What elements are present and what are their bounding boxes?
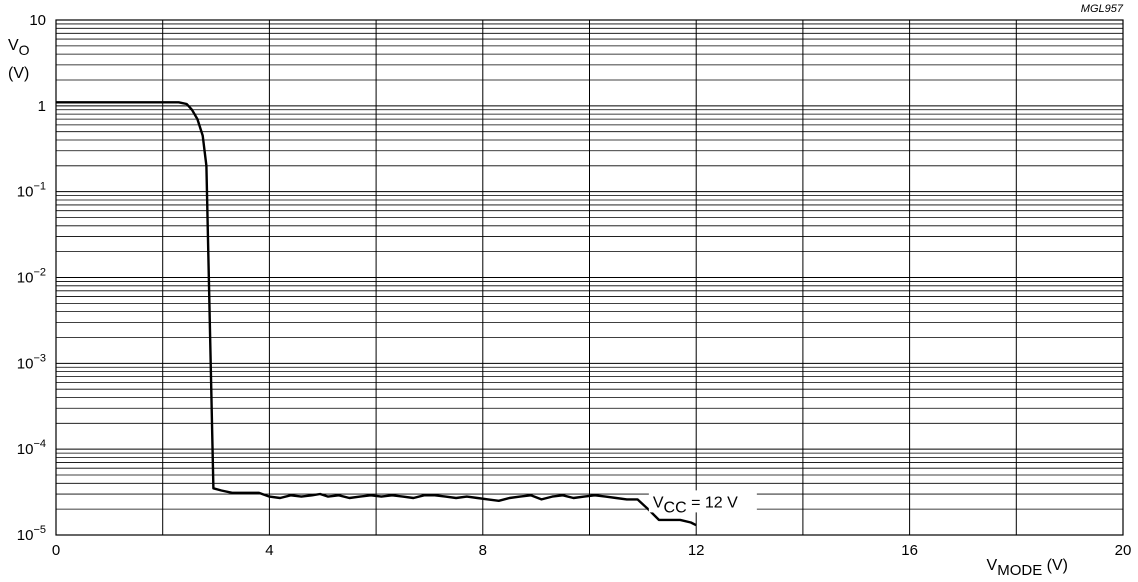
y-tick-label: 10 xyxy=(29,12,46,29)
x-tick-label: 20 xyxy=(1115,542,1132,559)
plot-frame xyxy=(55,19,1124,536)
y-tick-label: 10−5 xyxy=(17,524,46,544)
y-tick-label: 10−4 xyxy=(17,438,46,458)
y-tick-label: 1 xyxy=(38,98,46,115)
grid-lines xyxy=(55,20,1124,536)
figure-id: MGL957 xyxy=(1081,3,1124,15)
labels: 0 4 8 12 16 20 10 1 10−1 10−2 10−3 10−4 10−5 VO (V) VMO… xyxy=(8,12,1131,579)
x-tick-label: 4 xyxy=(265,542,273,559)
x-tick-label: 12 xyxy=(688,542,705,559)
y-axis-label: VO xyxy=(8,37,30,58)
series-label: VCC = 12 V xyxy=(653,494,738,516)
series-line-vcc-12v xyxy=(56,101,697,527)
axes xyxy=(55,19,1124,536)
x-tick-label: 0 xyxy=(52,542,60,559)
y-tick-label: 10−1 xyxy=(17,181,46,201)
y-tick-label: 10−2 xyxy=(17,267,46,287)
x-tick-label: 8 xyxy=(479,542,487,559)
y-axis-unit: (V) xyxy=(8,65,29,82)
series-layer: VCC = 12 V xyxy=(56,101,757,527)
series-label-background xyxy=(648,490,757,513)
x-axis-label: VMODE (V) xyxy=(987,557,1068,579)
x-tick-label: 16 xyxy=(901,542,918,559)
y-tick-label: 10−3 xyxy=(17,352,46,372)
